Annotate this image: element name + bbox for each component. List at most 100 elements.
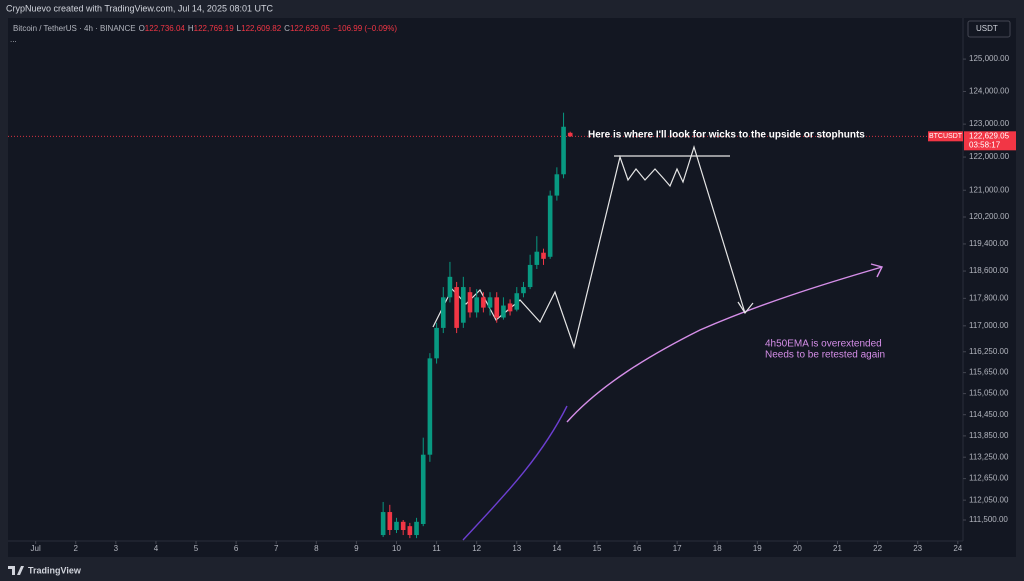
- ohlc-key: H: [188, 24, 194, 33]
- plot-background: [8, 18, 1016, 557]
- candle-body: [487, 297, 493, 308]
- x-tick-label: 24: [953, 544, 962, 553]
- candle-body: [501, 305, 506, 318]
- candle-body: [507, 303, 513, 312]
- arrow-head: [870, 263, 884, 278]
- y-tick-label: 113,850.00: [969, 431, 1009, 440]
- ohlc-key: L: [237, 24, 242, 33]
- candle-body: [461, 287, 466, 323]
- ohlc-key: C: [284, 24, 290, 33]
- drawn-arrow: [566, 266, 883, 423]
- candle-body: [387, 512, 393, 530]
- y-tick-label: 117,000.00: [969, 321, 1009, 330]
- candle-body: [554, 174, 560, 196]
- credit: CrypNuevo created with TradingView.com, …: [6, 3, 273, 13]
- x-tick-label: 12: [472, 544, 481, 553]
- x-tick-label: 22: [873, 544, 882, 553]
- x-tick-label: Jul: [31, 544, 41, 553]
- more: ...: [10, 35, 17, 44]
- footer-bar: [0, 557, 1024, 581]
- candle-body: [454, 287, 459, 328]
- candle-body: [494, 297, 500, 318]
- symbol-tag: [928, 131, 963, 142]
- x-tick-label: 8: [314, 544, 319, 553]
- x-tick-label: 21: [833, 544, 842, 553]
- candle-body: [547, 195, 553, 257]
- currency-box[interactable]: [967, 20, 1011, 38]
- candle-body: [440, 297, 446, 328]
- x-tick-label: 10: [392, 544, 401, 553]
- x-tick-label: 7: [274, 544, 279, 553]
- candle-body: [467, 292, 473, 313]
- x-tick-label: 3: [114, 544, 119, 553]
- x-tick-label: 20: [793, 544, 802, 553]
- candle-body: [447, 276, 453, 298]
- y-tick-label: 115,650.00: [969, 368, 1009, 377]
- annotation: Here is where I'll look for wicks to the…: [588, 130, 865, 141]
- x-tick-label: 15: [593, 544, 602, 553]
- candle-body: [534, 251, 540, 265]
- change: −106.99 (−0.09%): [333, 24, 397, 33]
- logo: [8, 566, 24, 575]
- ema-line: [462, 405, 568, 541]
- y-tick-label: 117,800.00: [969, 293, 1009, 302]
- candle-body: [481, 297, 486, 308]
- y-tick-label: 118,600.00: [969, 266, 1009, 275]
- symbol-tag-label: BTCUSDT: [929, 133, 963, 140]
- x-tick-label: 2: [74, 544, 79, 553]
- x-tick-label: 18: [713, 544, 722, 553]
- y-tick-label: 120,200.00: [969, 212, 1010, 221]
- x-tick-label: 23: [913, 544, 922, 553]
- candle-body: [427, 358, 433, 455]
- symbol-info: Bitcoin / TetherUS · 4h · BINANCE O122,73…: [13, 24, 397, 33]
- candle-body: [514, 293, 520, 310]
- drawings: [432, 144, 884, 541]
- y-tick-label: 115,050.00: [969, 389, 1009, 398]
- candle-body: [521, 287, 526, 294]
- candle-body: [420, 454, 426, 524]
- y-tick-label: 122,000.00: [969, 152, 1010, 161]
- candle-body: [400, 521, 406, 530]
- y-tick-label: 112,650.00: [969, 474, 1009, 483]
- y-tick-label: 123,000.00: [969, 119, 1010, 128]
- y-tick-label: 111,500.00: [969, 515, 1008, 524]
- ohlc-value: 122,629.05: [290, 24, 331, 33]
- x-tick-label: 5: [194, 544, 199, 553]
- x-tick-label: 19: [753, 544, 762, 553]
- drawn-path: [432, 144, 746, 350]
- candle-body: [434, 327, 439, 359]
- symbol: Bitcoin / TetherUS · 4h · BINANCE: [13, 24, 136, 33]
- currency[interactable]: USDT: [976, 24, 998, 33]
- x-tick-label: 6: [234, 544, 239, 553]
- x-tick-label: 9: [354, 544, 359, 553]
- candle-body: [561, 126, 566, 175]
- x-tick-label: 17: [673, 544, 682, 553]
- candle-body: [380, 512, 386, 536]
- x-tick-label: 16: [633, 544, 642, 553]
- y-tick-label: 119,400.00: [969, 239, 1009, 248]
- annotation: Needs to be retested again: [765, 350, 885, 361]
- arrow-head: [737, 301, 754, 315]
- y-tick-label: 113,250.00: [969, 452, 1009, 461]
- candle-body: [414, 521, 419, 536]
- annotation: 4h50EMA is overextended: [765, 339, 882, 350]
- price-tag: [964, 131, 1016, 151]
- footer-brand: TradingView: [28, 565, 82, 575]
- candle-body: [567, 132, 573, 137]
- y-tick-label: 112,050.00: [969, 495, 1009, 504]
- candle-body: [407, 526, 413, 536]
- price-tag-label: 122,629.05: [969, 131, 1010, 140]
- candle-body: [527, 264, 533, 288]
- y-tick-label: 125,000.00: [969, 54, 1010, 63]
- candle-body: [394, 521, 399, 530]
- x-tick-label: 4: [154, 544, 159, 553]
- countdown-label: 03:58:17: [969, 140, 1001, 149]
- x-tick-label: 13: [512, 544, 521, 553]
- ohlc-value: 122,736.04: [145, 24, 186, 33]
- y-tick-label: 121,000.00: [969, 185, 1010, 194]
- y-tick-label: 124,000.00: [969, 87, 1010, 96]
- ohlc-value: 122,769.19: [194, 24, 235, 33]
